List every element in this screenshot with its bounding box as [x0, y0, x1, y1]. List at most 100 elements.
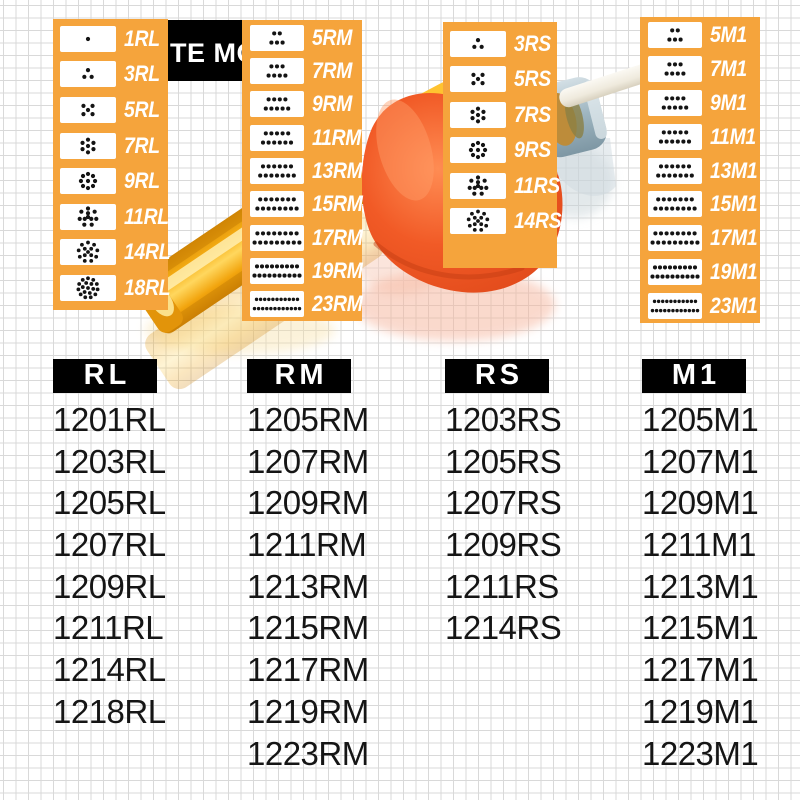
needle-dot-diagram — [60, 168, 116, 195]
needle-badge-label: 23M1 — [710, 293, 758, 319]
model-list: 1201RL 1203RL 1205RL 1207RL 1209RL 1211RL 1214… — [53, 399, 243, 733]
model-column-header: RS — [445, 359, 549, 393]
needle-dot-diagram — [648, 191, 702, 218]
needle-badge-label: 5RM — [312, 24, 353, 50]
needle-dot-diagram — [450, 137, 506, 164]
model-number: 1209RM — [247, 484, 369, 522]
model-number: 1207RM — [247, 442, 369, 480]
model-number: 1215M1 — [642, 609, 759, 647]
needle-badge: 14RS — [443, 204, 562, 240]
needle-badge: 3RL — [53, 57, 168, 93]
model-number: 1211RS — [445, 567, 559, 605]
needle-dot-diagram — [648, 225, 702, 252]
needle-dot-diagram — [648, 55, 702, 82]
needle-panel-m1: 5M1 7M1 9M1 11M1 13M1 15M1 17M1 19M1 23M… — [640, 17, 760, 323]
needle-badge: 9RL — [53, 163, 168, 199]
model-column-header: M1 — [642, 359, 746, 393]
model-number: 1211RL — [53, 609, 164, 647]
needle-dot-diagram — [60, 203, 116, 230]
model-number: 1218RL — [53, 692, 166, 730]
needle-dot-diagram — [60, 239, 116, 266]
needle-badge-label: 17M1 — [710, 225, 758, 251]
needle-badge-label: 1RL — [124, 25, 160, 51]
needle-badge-label: 11RL — [124, 203, 169, 229]
needle-dot-diagram — [450, 172, 506, 199]
needle-badge: 13M1 — [640, 154, 760, 188]
needle-badge-label: 7M1 — [710, 55, 747, 81]
needle-tube — [559, 64, 652, 108]
model-number: 1214RS — [445, 609, 562, 647]
needle-badge-label: 19RM — [312, 257, 363, 283]
needle-badge: 7M1 — [640, 52, 760, 86]
needle-dot-diagram — [60, 61, 116, 88]
needle-badge-label: 15RM — [312, 191, 363, 217]
needle-badge: 5RL — [53, 92, 168, 128]
needle-dot-diagram — [450, 101, 506, 128]
model-number: 1213RM — [247, 567, 369, 605]
model-column-m1: M1 1205M1 1207M1 1209M1 1211M1 1213M1 1215M1 1… — [642, 359, 800, 774]
model-number: 1203RL — [53, 442, 166, 480]
needle-panel-rm: 5RM 7RM 9RM 11RM 13RM 15RM 17RM 19RM 23R… — [242, 20, 363, 321]
model-number: 1203RS — [445, 401, 562, 438]
model-list: 1203RS 1205RS 1207RS 1209RS 1211RS 1214RS — [445, 399, 635, 649]
title-banner: TE MO — [167, 20, 242, 81]
model-list: 1205M1 1207M1 1209M1 1211M1 1213M1 1215M1 1217… — [642, 399, 800, 774]
model-column-rm: RM 1205RM 1207RM 1209RM 1211RM 1213RM 1215RM 1… — [247, 359, 437, 774]
title-banner-text: TE MO — [170, 37, 242, 68]
needle-badge-label: 13M1 — [710, 157, 758, 183]
needle-badge-label: 9RL — [124, 168, 160, 194]
model-number: 1223M1 — [642, 734, 759, 772]
needle-badge-label: 9M1 — [710, 89, 747, 115]
needle-dot-diagram — [450, 66, 506, 93]
model-number: 1211RM — [247, 526, 367, 564]
needle-dot-diagram — [250, 157, 304, 184]
model-list: 1205RM 1207RM 1209RM 1211RM 1213RM 1215RM 1217… — [247, 399, 437, 774]
needle-dot-diagram — [450, 208, 506, 235]
needle-badge-label: 11RM — [312, 124, 362, 150]
needle-badge: 13RM — [242, 154, 363, 187]
needle-dot-diagram — [648, 157, 702, 184]
needle-badge: 11RS — [443, 168, 560, 204]
needle-badge-label: 7RS — [514, 101, 551, 127]
model-number: 1207M1 — [642, 442, 759, 480]
needle-badge: 23RM — [242, 288, 363, 321]
needle-badge-label: 15M1 — [710, 191, 758, 217]
needle-dot-diagram — [250, 291, 304, 318]
needle-badge-label: 9RS — [514, 137, 551, 163]
needle-badge: 15RM — [242, 188, 363, 221]
model-number: 1217M1 — [642, 651, 759, 689]
needle-badge: 23M1 — [640, 289, 760, 323]
needle-badge: 14RL — [53, 235, 171, 271]
needle-badge-label: 5RL — [124, 96, 160, 122]
needle-dot-diagram — [250, 124, 304, 151]
model-number: 1223RM — [247, 734, 369, 772]
needle-dot-diagram — [250, 91, 304, 118]
needle-badge: 15M1 — [640, 187, 760, 221]
model-number: 1209RS — [445, 526, 562, 564]
needle-badge: 9RS — [443, 133, 557, 169]
needle-panel-rl: 1RL 3RL 5RL 7RL 9RL 11RL 14RL 18RL — [53, 19, 171, 310]
needle-badge-label: 18RL — [124, 274, 171, 300]
model-number: 1207RS — [445, 484, 562, 522]
needle-dot-diagram — [450, 30, 506, 57]
needle-badge: 5RM — [242, 21, 362, 54]
model-column-rl: RL 1201RL 1203RL 1205RL 1207RL 1209RL 1211RL 1… — [53, 359, 243, 733]
needle-badge-label: 5M1 — [710, 21, 747, 47]
model-number: 1209RL — [53, 567, 166, 605]
model-number: 1214RL — [53, 651, 166, 689]
model-number: 1217RM — [247, 651, 369, 689]
model-number: 1213M1 — [642, 567, 759, 605]
needle-badge-label: 5RS — [514, 66, 551, 92]
needle-dot-diagram — [60, 96, 116, 123]
needle-badge: 5RS — [443, 62, 557, 98]
needle-badge: 11RL — [53, 199, 169, 235]
needle-badge: 9RM — [242, 88, 362, 121]
needle-dot-diagram — [60, 132, 116, 159]
needle-badge-label: 9RM — [312, 91, 353, 117]
needle-dot-diagram — [648, 259, 702, 286]
needle-dot-diagram — [648, 123, 702, 150]
needle-dot-diagram — [648, 293, 702, 320]
needle-badge: 7RS — [443, 97, 557, 133]
needle-badge: 19RM — [242, 254, 363, 287]
